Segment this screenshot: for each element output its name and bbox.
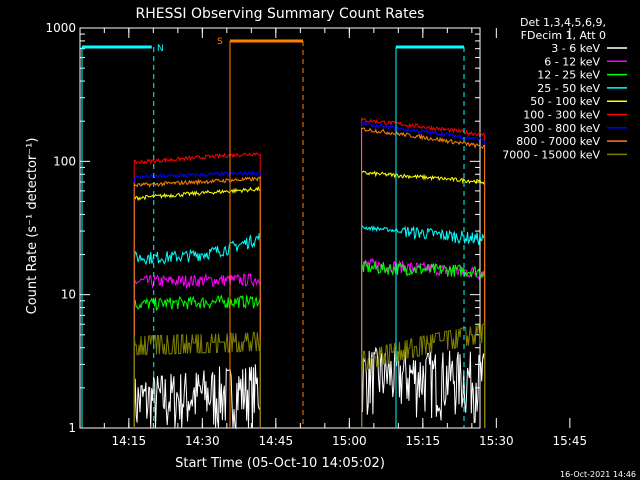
x-axis-label: Start Time (05-Oct-10 14:05:02) xyxy=(175,456,385,471)
legend-entry-label: 6 - 12 keV xyxy=(544,55,600,68)
saa-label: S xyxy=(217,37,223,47)
legend-header: Det 1,3,4,5,6,9, xyxy=(520,16,606,29)
series-line-25-50-kev xyxy=(361,225,486,428)
series-line-12-25-kev xyxy=(133,294,261,428)
plot-frame xyxy=(79,27,481,429)
y-tick-label: 100 xyxy=(53,154,76,168)
legend-entry-label: 100 - 300 keV xyxy=(523,109,600,122)
y-tick-label: 1000 xyxy=(45,21,76,35)
series-line-800-7000-kev xyxy=(133,175,261,428)
x-tick-label: 15:45 xyxy=(553,434,588,448)
x-tick-label: 15:15 xyxy=(406,434,441,448)
series-line-12-25-kev xyxy=(361,260,486,428)
series-line-300-800-kev xyxy=(133,169,261,428)
series-line-300-800-kev xyxy=(361,121,486,428)
series-line-100-300-kev xyxy=(133,152,261,428)
x-tick-label: 15:30 xyxy=(479,434,514,448)
timestamp: 16-Oct-2021 14:46 xyxy=(560,470,636,479)
legend-entry-label: 7000 - 15000 keV xyxy=(502,148,600,161)
series-line-7000-15000-kev xyxy=(361,323,486,428)
series-line-3-6-kev xyxy=(133,364,261,430)
series-line-7000-15000-kev xyxy=(133,332,261,428)
chart-title: RHESSI Observing Summary Count Rates xyxy=(136,6,425,22)
y-axis-label: Count Rate (s⁻¹ detector⁻¹) xyxy=(25,138,40,315)
legend-entry-label: 800 - 7000 keV xyxy=(516,135,600,148)
series-line-800-7000-kev xyxy=(361,127,486,428)
series-line-50-100-kev xyxy=(133,185,261,428)
legend-entry-label: 12 - 25 keV xyxy=(537,69,600,82)
legend-header: FDecim 1, Att 0 xyxy=(521,29,606,42)
series-line-50-100-kev xyxy=(361,169,486,428)
legend-entry-label: 300 - 800 keV xyxy=(523,122,600,135)
y-tick-label: 1 xyxy=(68,421,76,435)
x-axis: 14:15 14:30 14:45 15:00 15:15 15:30 15:45 xyxy=(103,28,588,448)
y-tick-label: 10 xyxy=(61,288,76,302)
plot-area: NS xyxy=(81,37,486,430)
x-tick-label: 14:30 xyxy=(185,434,220,448)
series-line-25-50-kev xyxy=(133,233,261,428)
series-line-6-12-kev xyxy=(133,273,261,428)
legend-entry-label: 25 - 50 keV xyxy=(537,82,600,95)
series-line-100-300-kev xyxy=(361,117,486,428)
legend-entry-label: 3 - 6 keV xyxy=(551,42,600,55)
x-tick-label: 14:45 xyxy=(259,434,294,448)
legend: Det 1,3,4,5,6,9,FDecim 1, Att 03 - 6 keV… xyxy=(502,16,627,161)
x-tick-label: 15:00 xyxy=(332,434,367,448)
legend-entry-label: 50 - 100 keV xyxy=(530,95,600,108)
x-tick-label: 14:15 xyxy=(112,434,147,448)
series-line-3-6-kev xyxy=(361,346,486,428)
night-label: N xyxy=(157,44,164,54)
